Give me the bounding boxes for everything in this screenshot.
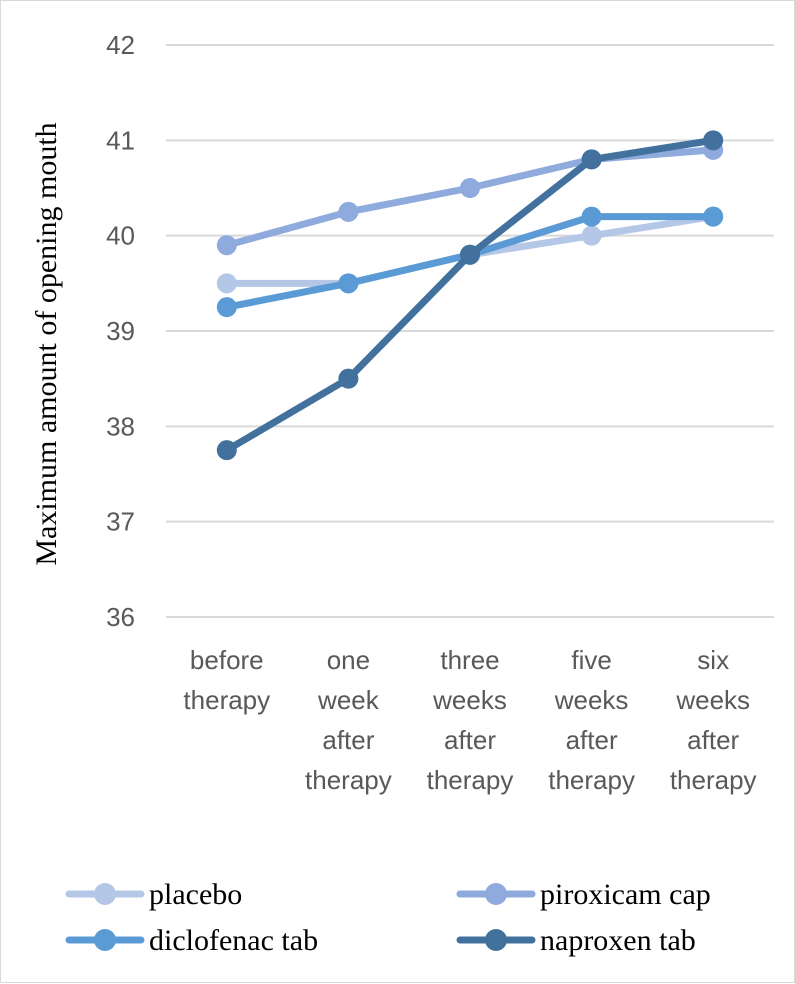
x-tick-label-line: six [697,645,729,675]
x-tick-label-line: one [327,645,370,675]
series-lines [216,130,724,461]
legend-swatch-marker [94,883,116,905]
x-tick-label: five weeks after therapy [548,645,635,795]
x-tick-label-line: five [571,645,611,675]
series-piroxicam-cap [216,139,724,256]
x-tick-label-line: therapy [305,765,392,795]
x-axis-ticks: before therapy one week after therapy three wee… [183,645,756,795]
x-tick-label-line: after [444,725,496,755]
legend-item-diclofenac-tab: diclofenac tab [65,924,318,957]
y-tick-label: 42 [106,30,135,60]
data-point-diclofenac-tab [581,206,602,227]
x-tick-label-line: after [687,725,739,755]
x-tick-label-line: weeks [432,685,507,715]
y-tick-label: 37 [106,507,135,537]
data-point-placebo [581,225,602,246]
y-tick-label: 40 [106,221,135,251]
x-tick-label-line: weeks [554,685,629,715]
y-tick-label: 41 [106,125,135,155]
x-tick-label-line: week [317,685,380,715]
legend: placebo piroxicam cap diclofenac tab naprox… [65,878,711,957]
x-tick-label: six weeks after therapy [670,645,757,795]
data-point-naproxen-tab [703,130,724,151]
y-axis-label: Maximum amount of opening mouth [30,122,63,565]
data-point-naproxen-tab [581,149,602,170]
x-tick-label-line: after [322,725,374,755]
x-tick-label: one week after therapy [305,645,392,795]
y-tick-label: 38 [106,411,135,441]
data-point-piroxicam-cap [216,235,237,256]
gridlines [166,44,774,618]
data-point-diclofenac-tab [338,273,359,294]
x-tick-label-line: after [566,725,618,755]
x-tick-label: before therapy [183,645,270,715]
y-tick-label: 39 [106,316,135,346]
legend-item-naproxen-tab: naproxen tab [456,924,696,957]
legend-label: naproxen tab [540,924,696,957]
data-point-naproxen-tab [338,368,359,389]
legend-label: diclofenac tab [149,924,318,957]
data-point-diclofenac-tab [703,206,724,227]
x-tick-label-line: three [440,645,499,675]
legend-label: piroxicam cap [540,878,711,911]
data-point-naproxen-tab [460,244,480,265]
x-tick-label-line: therapy [670,765,757,795]
x-tick-label-line: therapy [548,765,635,795]
legend-item-placebo: placebo [65,878,242,911]
x-tick-label-line: weeks [675,685,750,715]
x-tick-label: three weeks after therapy [427,645,514,795]
data-point-piroxicam-cap [460,178,480,198]
data-point-diclofenac-tab [216,297,237,318]
y-axis-ticks: 36 37 38 39 40 41 42 [106,30,135,632]
legend-label: placebo [149,878,242,911]
x-tick-label-line: before [190,645,264,675]
legend-swatch-marker [94,929,116,951]
legend-item-piroxicam-cap: piroxicam cap [456,878,711,911]
data-point-piroxicam-cap [338,201,359,222]
series-naproxen-tab [216,130,724,461]
data-point-placebo [216,273,237,294]
x-tick-label-line: therapy [427,765,514,795]
legend-swatch-marker [485,883,507,905]
x-tick-label-line: therapy [183,685,270,715]
data-point-naproxen-tab [216,440,237,461]
legend-swatch-marker [485,929,507,951]
y-tick-label: 36 [106,602,135,632]
